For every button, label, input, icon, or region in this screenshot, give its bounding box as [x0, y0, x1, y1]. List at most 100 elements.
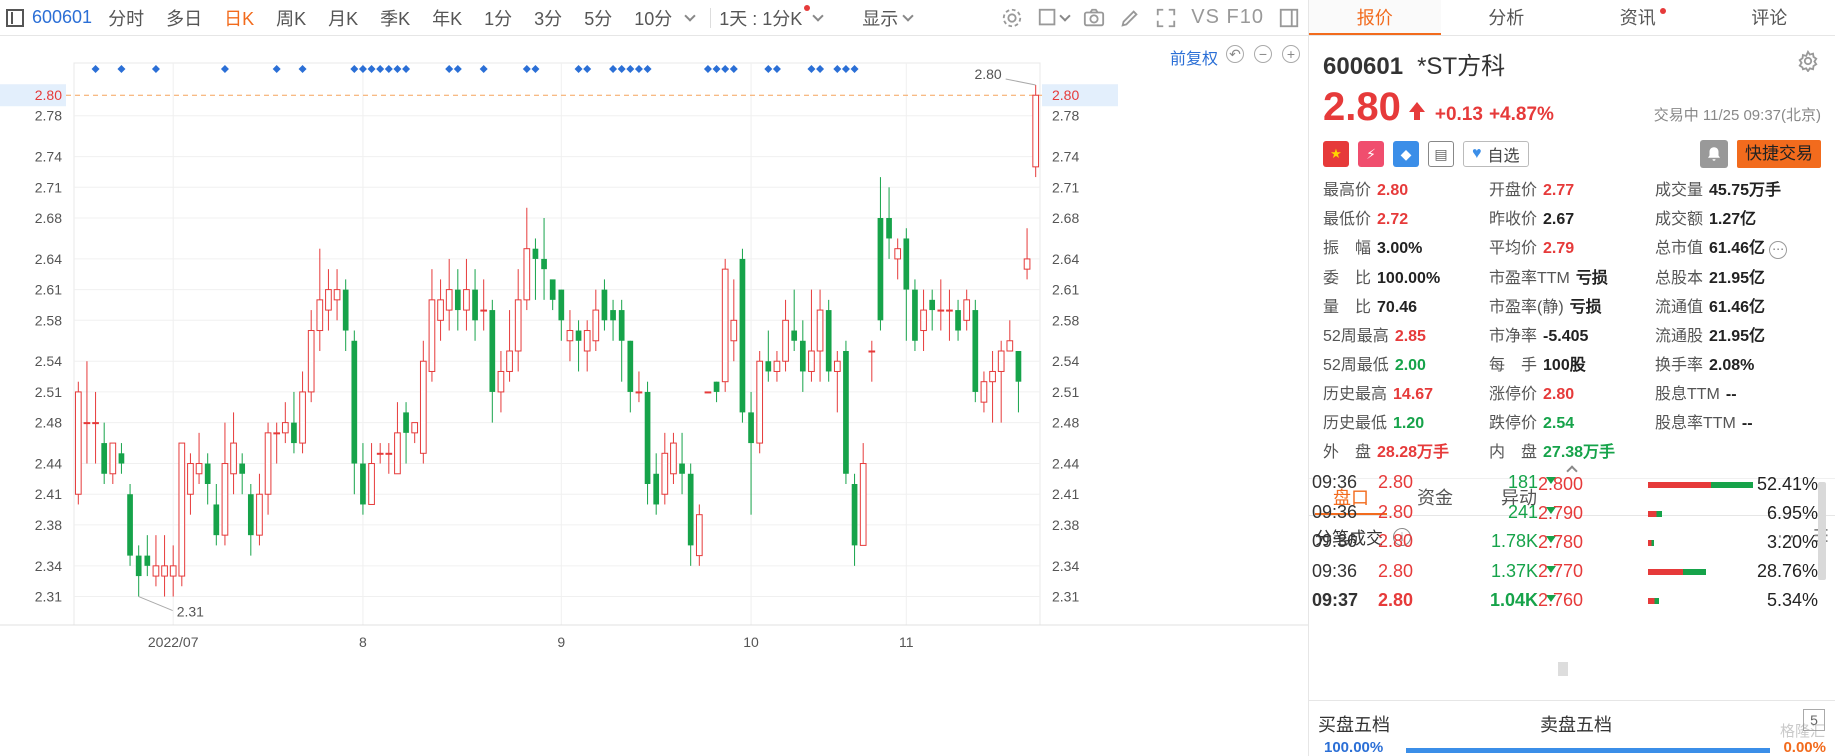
stat-label: 52周最低	[1323, 357, 1389, 374]
watermark-logo: 格隆汇	[1779, 723, 1825, 740]
y-tick-label-right: 2.44	[1052, 456, 1079, 472]
kline-chart-area[interactable]: 2.31 2.31 2.34 2.34 2.38 2.38 2.41 2.41 2.44 2.44…	[0, 37, 1308, 756]
undo-icon[interactable]: ↶	[1226, 45, 1244, 63]
tab-analysis[interactable]: 分析	[1488, 8, 1525, 28]
stat-item: 涨停价 2.80	[1489, 380, 1655, 404]
trade-volume: 241	[1507, 501, 1538, 522]
tab-period[interactable]: 1分	[484, 8, 513, 29]
stat-value: 27.38万手	[1543, 444, 1616, 461]
adjust-fuquan-button[interactable]: 前复权	[1169, 51, 1218, 68]
stat-item: 换手率 2.08%	[1655, 351, 1825, 375]
tab-period[interactable]: 多日	[166, 8, 203, 29]
tab-period[interactable]: 分时	[108, 8, 145, 29]
camera-icon[interactable]	[1083, 7, 1105, 29]
candle-up	[670, 442, 677, 475]
tab-period[interactable]: 周K	[276, 8, 307, 29]
sidebar-toggle-icon[interactable]	[6, 8, 24, 27]
stat-label: 52周最高	[1323, 328, 1389, 345]
tab-quote[interactable]: 报价	[1309, 0, 1441, 35]
candle-up	[523, 248, 531, 301]
tag-icon[interactable]: ◆	[1393, 141, 1419, 167]
candle-down	[929, 299, 936, 311]
trade-time: 09:36	[1312, 501, 1358, 522]
candle-down	[403, 412, 409, 433]
tab-period[interactable]: 季K	[380, 8, 411, 29]
stat-value: 100股	[1543, 357, 1586, 374]
candle-up	[307, 330, 315, 393]
zoom-in-icon[interactable]: +	[1282, 45, 1300, 63]
candle-up	[368, 463, 375, 505]
y-tick-label-left: 2.48	[35, 415, 62, 431]
rocket-icon[interactable]: ⚡	[1358, 141, 1384, 167]
candle-down	[610, 310, 616, 321]
info-icon[interactable]: i	[1393, 527, 1411, 546]
candle-up	[704, 391, 712, 394]
orderbook-ratio-bar	[1648, 540, 1654, 546]
stat-value: 2.72	[1377, 211, 1409, 228]
candle-down	[118, 453, 125, 464]
stat-label: 外 盘	[1323, 444, 1372, 461]
tab-period[interactable]: 月K	[328, 8, 359, 29]
current-price-tag-right	[1042, 84, 1118, 107]
trade-price: 2.80	[1378, 501, 1414, 522]
tab-period[interactable]: 年K	[432, 8, 463, 29]
period-dropdown[interactable]: 1天 : 1分K	[719, 4, 824, 31]
display-dropdown[interactable]: 显示	[862, 5, 914, 31]
candle-up	[997, 350, 1005, 372]
buy-ratio-bar	[1406, 748, 1770, 753]
stat-item: 成交量 45.75万手	[1655, 176, 1825, 200]
level-count-badge[interactable]: 5	[1803, 709, 1825, 731]
tab-news[interactable]: 资讯	[1572, 0, 1704, 35]
tab-period[interactable]: 日K	[224, 8, 255, 29]
orderbook-scrollbar[interactable]	[1818, 482, 1826, 580]
tick-trades-list[interactable]: 09:36 2.80 181 09:36 2.80 241 09:36 2.80 1.78K 09…	[1308, 468, 1835, 616]
stock-code[interactable]: 600601	[32, 7, 93, 27]
event-diamond-icon	[729, 65, 738, 73]
current-price-label-left: 2.80	[35, 87, 62, 103]
more-dots-icon[interactable]: ⋯	[1776, 526, 1795, 546]
price-change-pct: +4.87%	[1488, 104, 1554, 125]
stat-value: 2.79	[1543, 240, 1575, 257]
zoom-out-icon[interactable]: −	[1254, 45, 1272, 63]
stat-label: 流通值	[1655, 299, 1704, 316]
chevron-down-icon[interactable]	[1059, 9, 1071, 22]
sell5-label: 卖盘五档	[1540, 715, 1612, 735]
tab-abnormal[interactable]: 异动	[1501, 488, 1537, 508]
y-tick-label-right: 2.64	[1052, 251, 1079, 267]
orderbook-price: 2.770	[1538, 561, 1584, 581]
event-diamond-icon	[609, 65, 618, 73]
watchlist-label: 自选	[1487, 148, 1520, 165]
add-watchlist-button[interactable]: ♥ 自选	[1463, 141, 1529, 167]
y-tick-label-right: 2.41	[1052, 486, 1079, 502]
stat-item: 股息TTM --	[1655, 380, 1825, 404]
kline-chart[interactable]: 2.31 2.31 2.34 2.34 2.38 2.38 2.41 2.41 2.44 2.44…	[0, 37, 1308, 756]
x-tick-label: 10	[743, 634, 759, 650]
quick-trade-button[interactable]: 快捷交易	[1737, 140, 1821, 168]
y-tick-label-left: 2.31	[35, 589, 62, 605]
tab-capital[interactable]: 资金	[1417, 488, 1453, 508]
tab-period[interactable]: 3分	[534, 8, 563, 29]
tab-comments[interactable]: 评论	[1751, 8, 1788, 28]
tab-period[interactable]: 10分	[634, 8, 673, 29]
side-panel-icon[interactable]	[1278, 7, 1300, 29]
tab-pankou[interactable]: 盘口	[1315, 479, 1387, 515]
tab-period[interactable]: 5分	[584, 8, 613, 29]
stock-actions: ★ ⚡ ◆ ▤ ♥ 自选 快捷交易	[1323, 140, 1821, 168]
pencil-icon[interactable]	[1119, 7, 1141, 29]
square-tool-icon[interactable]	[1037, 7, 1059, 29]
vs-f10-button[interactable]: VS F10	[1191, 6, 1264, 28]
trades-scroll-thumb[interactable]	[1558, 662, 1568, 676]
note-icon[interactable]: ▤	[1428, 141, 1454, 167]
stat-item: 市盈率TTM 亏损	[1489, 264, 1655, 288]
event-diamond-icon	[479, 65, 488, 73]
bell-icon[interactable]	[1700, 140, 1728, 168]
more-dots-icon[interactable]: ⋯	[1769, 241, 1788, 259]
candle-down	[765, 361, 772, 372]
fullscreen-icon[interactable]	[1155, 7, 1177, 29]
y-tick-label-right: 2.78	[1052, 108, 1079, 124]
orderbook-pct: 28.76%	[1756, 561, 1818, 581]
stat-label: 跌停价	[1489, 415, 1538, 432]
settings-gear-icon[interactable]	[1001, 7, 1023, 29]
gear-icon[interactable]	[1797, 49, 1819, 73]
stat-label: 成交额	[1655, 211, 1704, 228]
